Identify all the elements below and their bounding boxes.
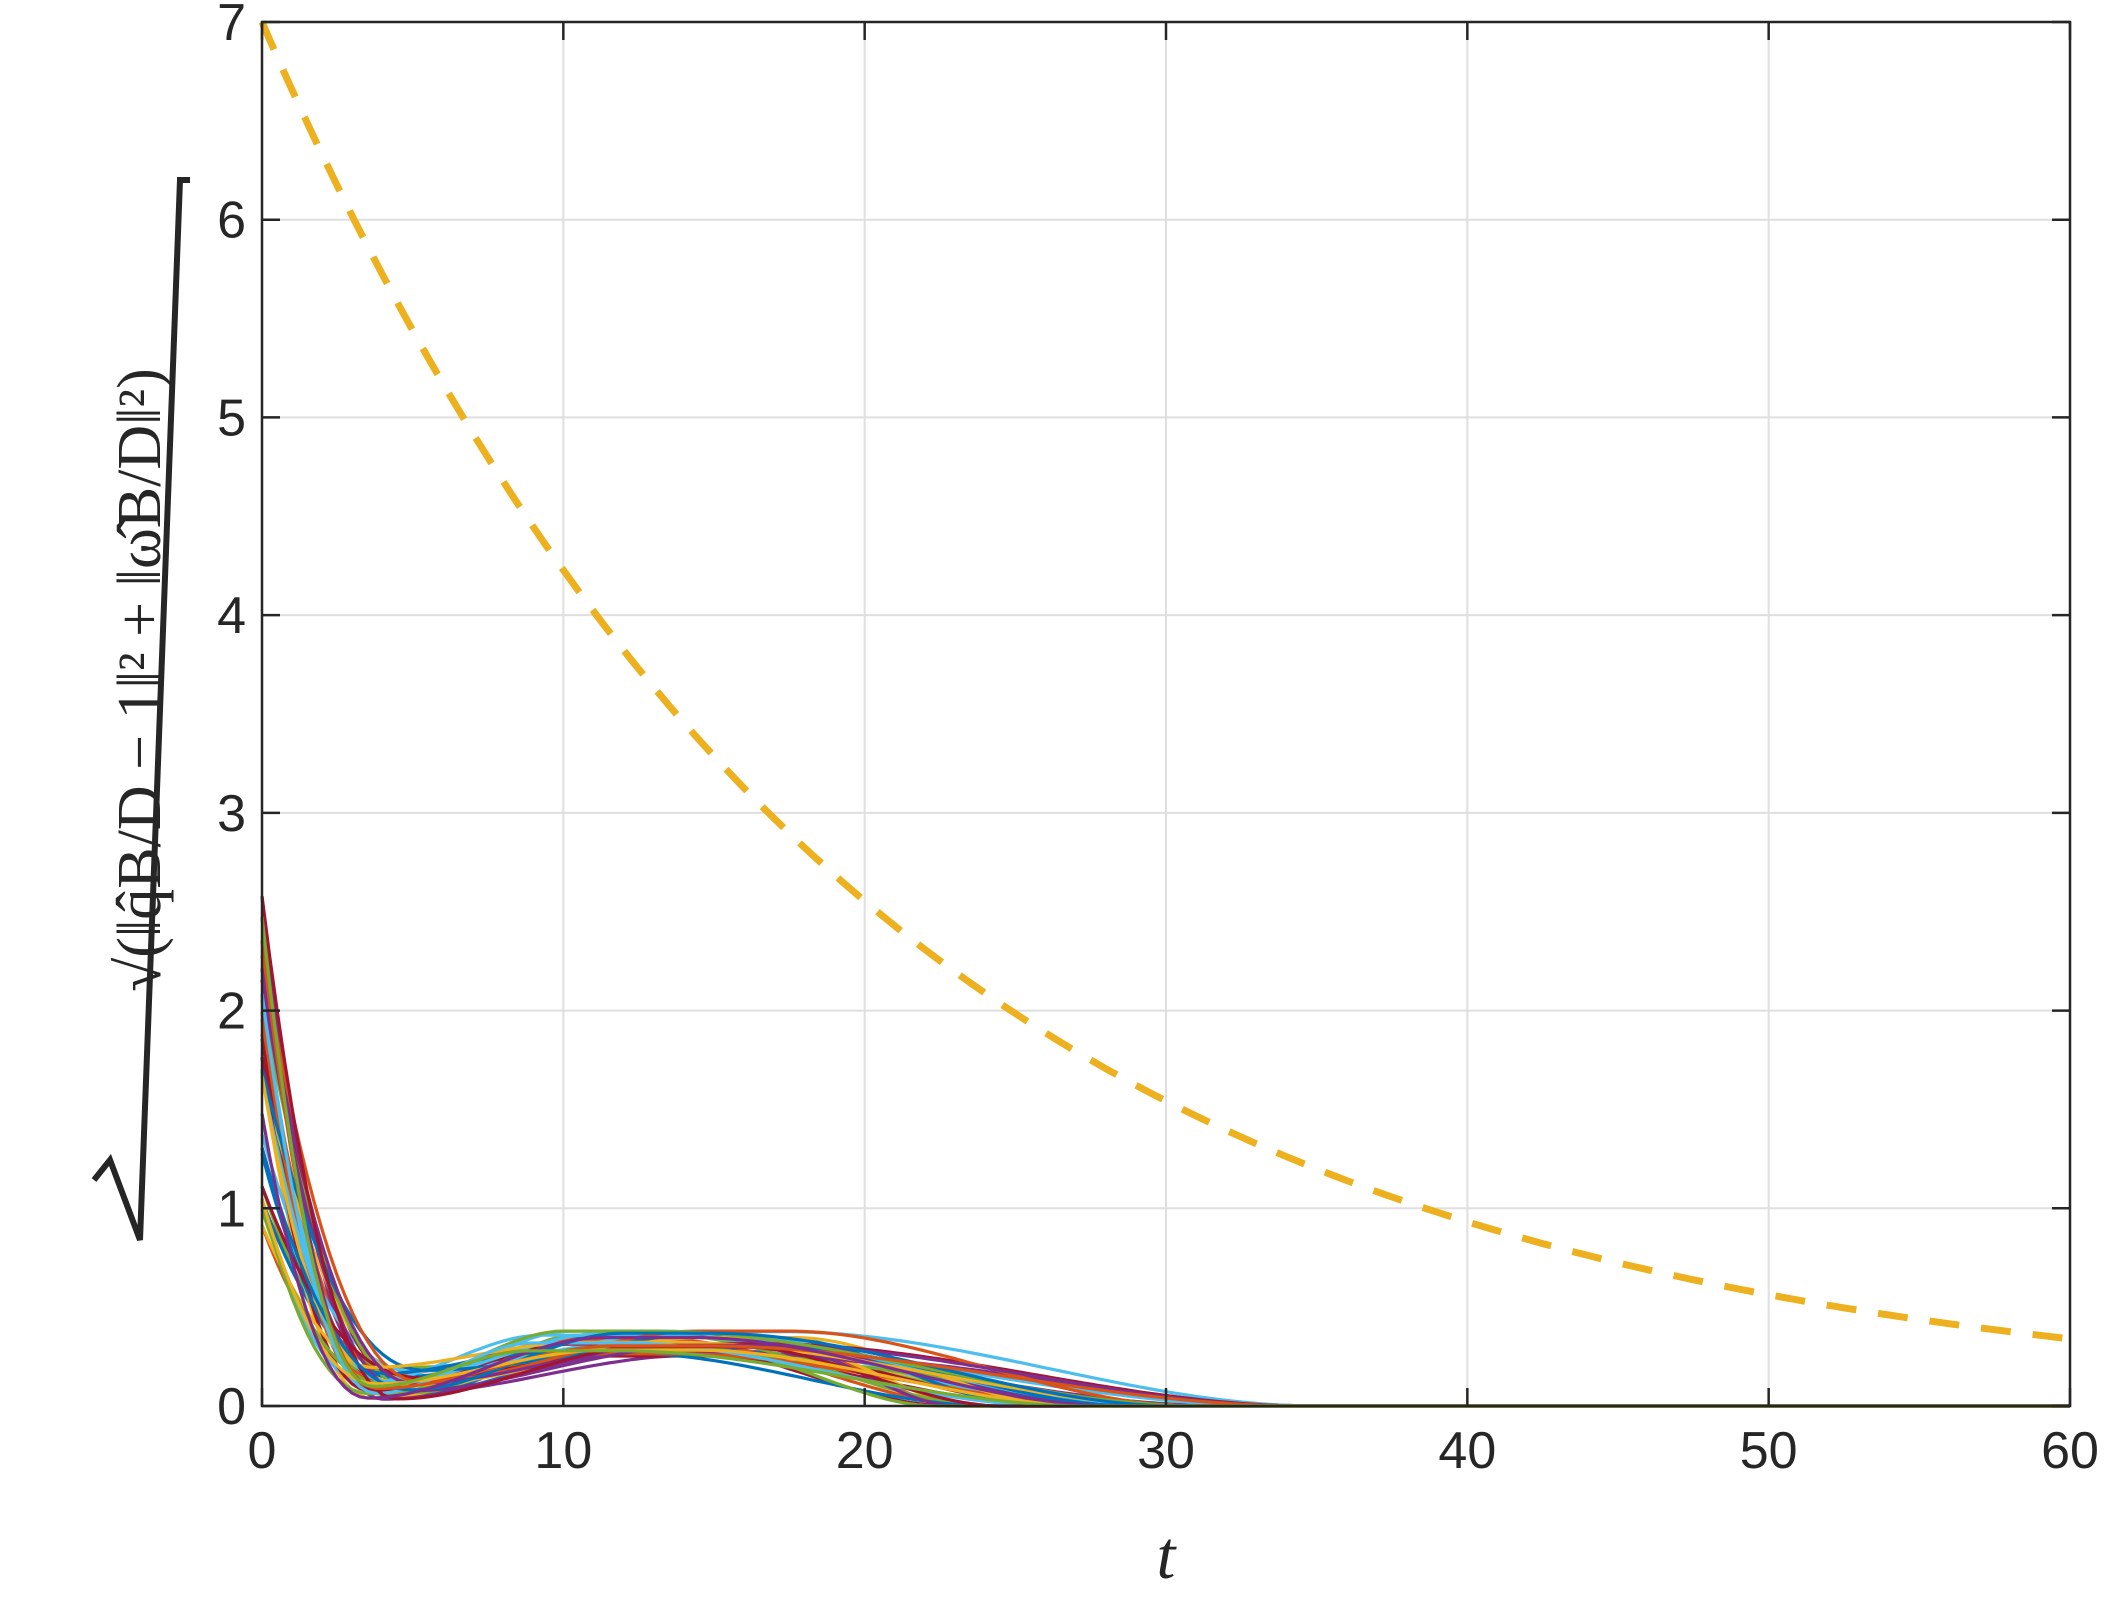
x-tick-label-1: 10	[534, 1422, 592, 1480]
grid	[262, 22, 2070, 1406]
y-axis-label-group: √(‖q̂B/D − 1‖² + ‖ω̂B/D‖²)	[91, 177, 190, 1242]
y-axis-label-radical	[91, 177, 190, 1242]
y-tick-label-4: 4	[217, 587, 246, 645]
y-tick-label-2: 2	[217, 983, 246, 1041]
x-tick-labels: 0 10 20 30 40 50 60	[248, 1422, 2099, 1480]
y-tick-label-6: 6	[217, 192, 246, 250]
x-axis-label: t	[1157, 1517, 1178, 1593]
y-tick-label-1: 1	[217, 1180, 246, 1238]
x-tick-label-2: 20	[836, 1422, 894, 1480]
y-tick-label-5: 5	[217, 389, 246, 447]
x-tick-label-6: 60	[2041, 1422, 2099, 1480]
y-tick-label-3: 3	[217, 785, 246, 843]
x-tick-label-0: 0	[248, 1422, 277, 1480]
x-tick-label-3: 30	[1137, 1422, 1195, 1480]
x-tick-label-4: 40	[1438, 1422, 1496, 1480]
x-tick-label-5: 50	[1740, 1422, 1798, 1480]
y-tick-label-0: 0	[217, 1378, 246, 1436]
y-axis-label: √(‖q̂B/D − 1‖² + ‖ω̂B/D‖²)	[106, 368, 174, 992]
bound-curve	[258, 20, 2071, 1343]
y-tick-labels: 0 1 2 3 4 5 6 7	[217, 0, 246, 1436]
bound-curve-group	[258, 20, 2071, 1343]
y-tick-label-7: 7	[217, 0, 246, 52]
ticks	[260, 20, 2072, 1408]
